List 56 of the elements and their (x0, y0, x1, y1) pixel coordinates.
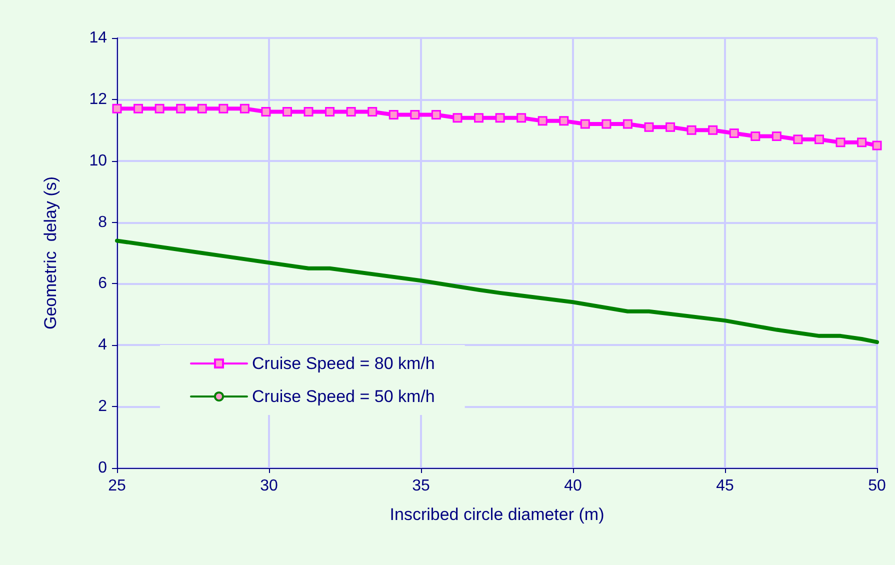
point (708, 125, 718, 135)
point (431, 110, 441, 120)
point (836, 138, 846, 148)
point (644, 122, 654, 132)
y-tick-label: 0 (98, 460, 108, 476)
x-axis-title: Inscribed circle diameter (m) (390, 505, 604, 524)
legend-label: Cruise Speed = 50 km/h (252, 387, 435, 406)
x-tick-label: 40 (564, 478, 582, 494)
point (261, 106, 271, 116)
point (112, 104, 122, 114)
point (495, 113, 505, 123)
point (857, 138, 867, 148)
point (516, 113, 526, 123)
point (282, 106, 292, 116)
point (197, 104, 207, 114)
point (388, 110, 398, 120)
point (304, 106, 314, 116)
point (325, 106, 335, 116)
point (872, 140, 882, 150)
legend-label: Cruise Speed = 80 km/h (252, 354, 435, 373)
point (346, 106, 356, 116)
y-tick-label: 6 (98, 275, 108, 292)
point (559, 116, 569, 126)
x-tick-label: 50 (868, 478, 886, 494)
y-tick-label: 2 (98, 398, 108, 416)
point (622, 119, 632, 129)
point (218, 104, 228, 114)
x-tick-label: 30 (260, 478, 278, 494)
point (729, 128, 739, 138)
y-tick-label: 14 (89, 30, 108, 46)
point (176, 104, 186, 114)
y-tick-label: 10 (89, 152, 108, 170)
point (410, 110, 420, 120)
point (154, 104, 164, 114)
point (474, 113, 484, 123)
point (686, 125, 696, 135)
point (580, 119, 590, 129)
x-tick-label: 25 (108, 478, 126, 494)
line-series (115, 238, 879, 344)
point (666, 122, 676, 132)
point (538, 116, 548, 126)
point (814, 134, 824, 144)
point (602, 119, 612, 129)
point (772, 132, 782, 142)
point (793, 134, 803, 144)
point (750, 132, 760, 142)
x-tick-label: 35 (412, 478, 430, 494)
y-tick-label: 4 (98, 336, 108, 354)
y-tick-label: 8 (98, 214, 108, 231)
point (368, 106, 378, 116)
y-tick-label: 12 (89, 90, 108, 108)
point (452, 113, 462, 123)
x-tick-label: 45 (716, 478, 734, 494)
point (240, 104, 250, 114)
point (134, 104, 144, 114)
y-axis-title: Geometric delay (s) (41, 176, 60, 330)
